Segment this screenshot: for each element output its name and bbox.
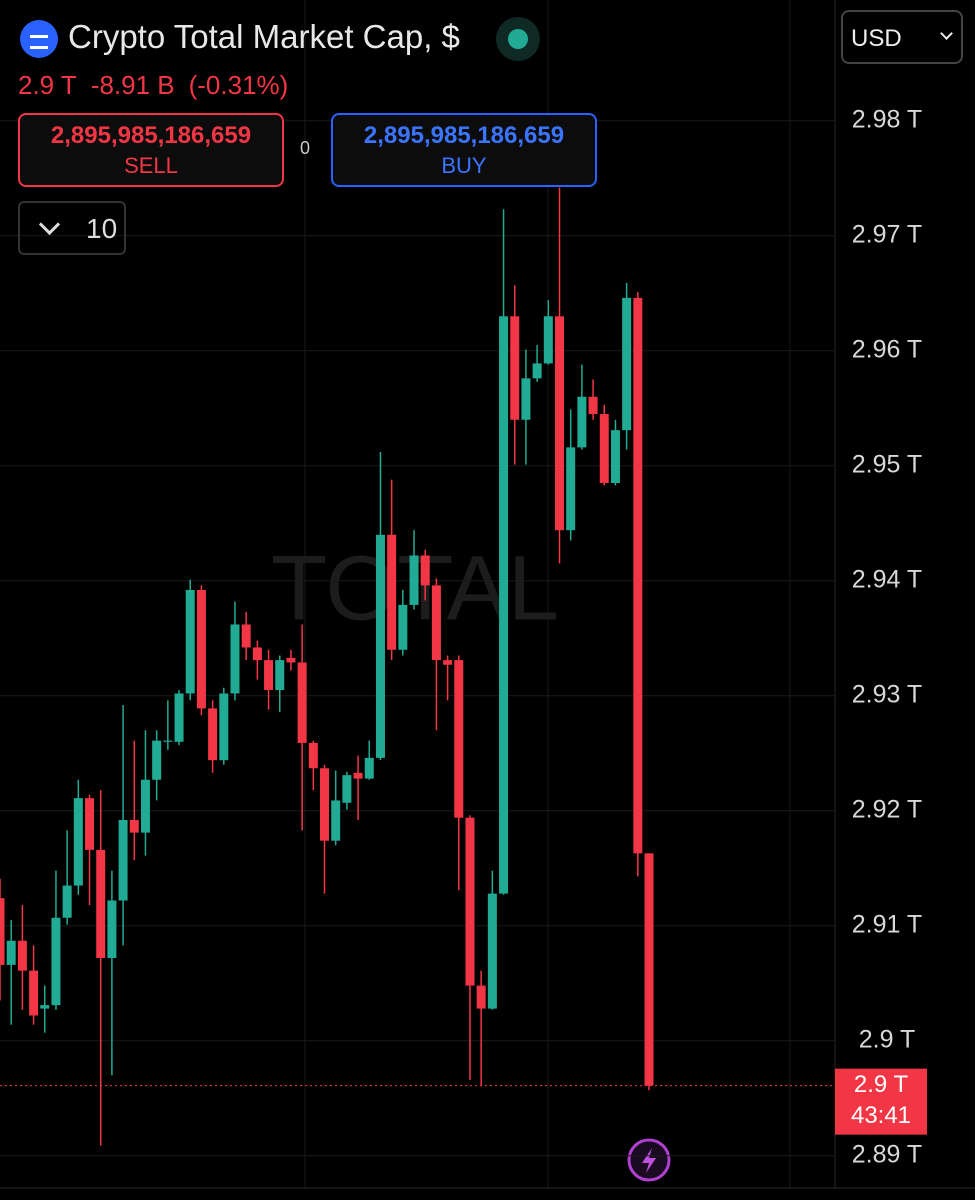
candle-body bbox=[62, 885, 72, 918]
candle-body bbox=[252, 647, 262, 661]
candle-body bbox=[73, 798, 83, 886]
candle-body bbox=[420, 555, 430, 586]
quantity: 10 bbox=[86, 213, 118, 244]
y-tick-label: 2.96 T bbox=[852, 335, 922, 363]
change-pct: (-0.31%) bbox=[188, 70, 289, 100]
sell-label: SELL bbox=[124, 153, 178, 178]
chevron bbox=[38, 213, 61, 236]
candle-body bbox=[163, 740, 173, 742]
y-tick-label: 2.92 T bbox=[852, 795, 922, 823]
candle-body bbox=[17, 940, 27, 971]
candle-body bbox=[599, 414, 609, 484]
candle-body bbox=[308, 742, 318, 769]
candle-body bbox=[264, 660, 274, 691]
candle-body bbox=[510, 316, 520, 420]
candle-body bbox=[342, 775, 352, 803]
candle-body bbox=[577, 396, 587, 448]
candle-body bbox=[364, 757, 374, 779]
candle-body bbox=[476, 985, 486, 1009]
chevron bbox=[940, 27, 953, 40]
y-tick-label: 2.94 T bbox=[852, 565, 922, 593]
candle-body bbox=[454, 660, 464, 818]
candle-body bbox=[398, 604, 408, 650]
candle-body bbox=[521, 378, 531, 420]
candle-body bbox=[465, 817, 475, 986]
candle-body bbox=[275, 660, 285, 691]
candle-body bbox=[409, 555, 419, 605]
candle-body bbox=[140, 779, 150, 833]
price: 2.9 T bbox=[18, 70, 77, 100]
candle-body bbox=[174, 693, 184, 742]
spread: 0 bbox=[300, 138, 311, 158]
candle-body bbox=[29, 970, 39, 1016]
candle-body bbox=[353, 772, 363, 779]
countdown: 43:41 bbox=[851, 1102, 911, 1129]
candle-body bbox=[622, 297, 632, 431]
candle-body bbox=[588, 396, 598, 415]
y-tick-label: 2.91 T bbox=[852, 910, 922, 938]
candle-body bbox=[297, 662, 307, 743]
candle-body bbox=[331, 800, 341, 841]
candle-body bbox=[85, 798, 95, 850]
price-change: 2.9 T -8.91 B (-0.31%) bbox=[18, 70, 302, 101]
candle-body bbox=[40, 1005, 50, 1009]
candle-body bbox=[610, 430, 620, 484]
candle-body bbox=[0, 898, 5, 965]
buy-price: 2,895,985,186,659 bbox=[363, 122, 565, 149]
y-tick-label: 2.89 T bbox=[852, 1140, 922, 1168]
candle-body bbox=[118, 819, 128, 901]
candle-body bbox=[543, 316, 553, 364]
y-tick-label: 2.97 T bbox=[852, 220, 922, 248]
quantity-selector[interactable]: 10 bbox=[18, 201, 126, 255]
sell-price: 2,895,985,186,659 bbox=[50, 122, 252, 149]
candle-body bbox=[532, 363, 542, 379]
buy-label: BUY bbox=[441, 153, 487, 178]
candle-body bbox=[644, 853, 654, 1086]
market-status bbox=[496, 17, 540, 61]
candle-body bbox=[96, 849, 106, 958]
candle-body bbox=[286, 657, 296, 663]
y-tick-label: 2.95 T bbox=[852, 450, 922, 478]
candle-body bbox=[566, 447, 576, 531]
candle-body bbox=[107, 900, 117, 958]
y-tick-label: 2.98 T bbox=[852, 105, 922, 133]
candle-body bbox=[230, 624, 240, 694]
candle-body bbox=[152, 740, 162, 780]
currency: USD bbox=[851, 25, 902, 52]
chart-title: Crypto Total Market Cap, $ bbox=[68, 18, 460, 55]
candle-body bbox=[431, 585, 441, 661]
candle-body bbox=[375, 534, 385, 758]
candle-body bbox=[633, 297, 643, 854]
candle-body bbox=[443, 660, 453, 665]
candle-body bbox=[320, 768, 330, 841]
candle-body bbox=[219, 693, 229, 761]
candle-body bbox=[6, 940, 16, 965]
candle-body bbox=[387, 534, 397, 650]
logo bbox=[20, 20, 58, 58]
buy-button[interactable]: 2,895,985,186,659 BUY bbox=[331, 113, 597, 187]
candle-body bbox=[499, 316, 509, 894]
candle-body bbox=[129, 819, 139, 833]
last-price-box bbox=[835, 1068, 927, 1135]
lightning-icon bbox=[642, 1148, 656, 1173]
candle-body bbox=[208, 708, 218, 761]
candle-body bbox=[241, 624, 251, 648]
candle-body bbox=[196, 589, 206, 709]
candle-body bbox=[487, 893, 497, 1009]
candle-body bbox=[51, 917, 61, 1006]
y-tick-label: 2.93 T bbox=[852, 680, 922, 708]
currency-selector[interactable]: USD bbox=[841, 10, 963, 64]
candle-body bbox=[555, 316, 564, 531]
y-tick-label: 2.9 T bbox=[859, 1025, 916, 1053]
last-price-label: 2.9 T bbox=[854, 1071, 909, 1098]
change: -8.91 B bbox=[90, 70, 175, 100]
candle-body bbox=[185, 589, 195, 694]
sell-button[interactable]: 2,895,985,186,659 SELL bbox=[18, 113, 284, 187]
